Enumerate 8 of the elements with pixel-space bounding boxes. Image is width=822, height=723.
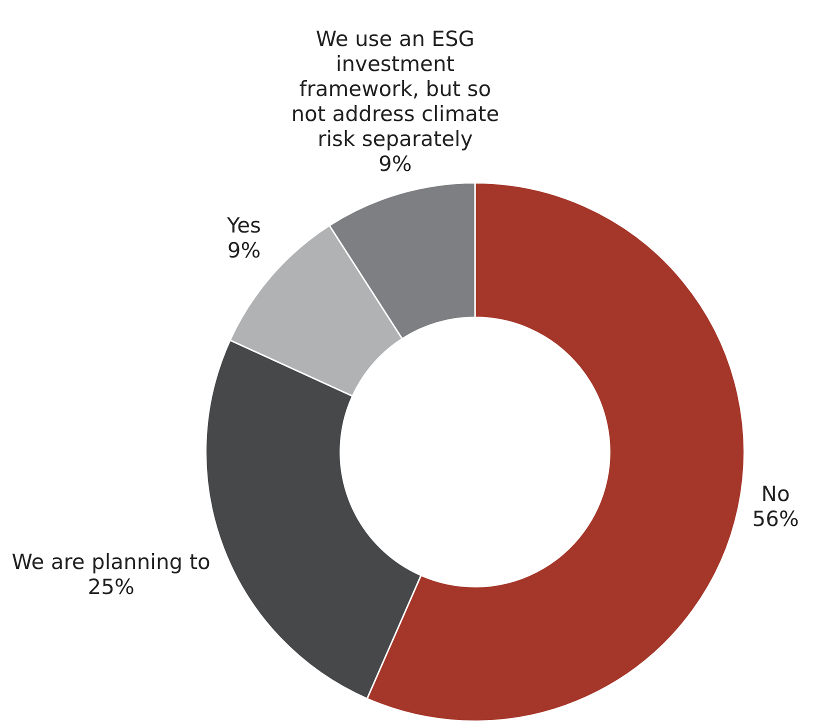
- slice-label: We use an ESG investment framework, but so not address climate risk separately: [291, 27, 500, 152]
- data-label: 25%: [88, 575, 134, 600]
- slice-label: We are planning to: [12, 550, 210, 574]
- slice-label: No: [761, 482, 790, 506]
- data-label: 9%: [378, 152, 412, 176]
- slice-label: Yes: [226, 213, 261, 238]
- data-label: 9%: [227, 238, 261, 262]
- data-label: 56%: [752, 506, 799, 531]
